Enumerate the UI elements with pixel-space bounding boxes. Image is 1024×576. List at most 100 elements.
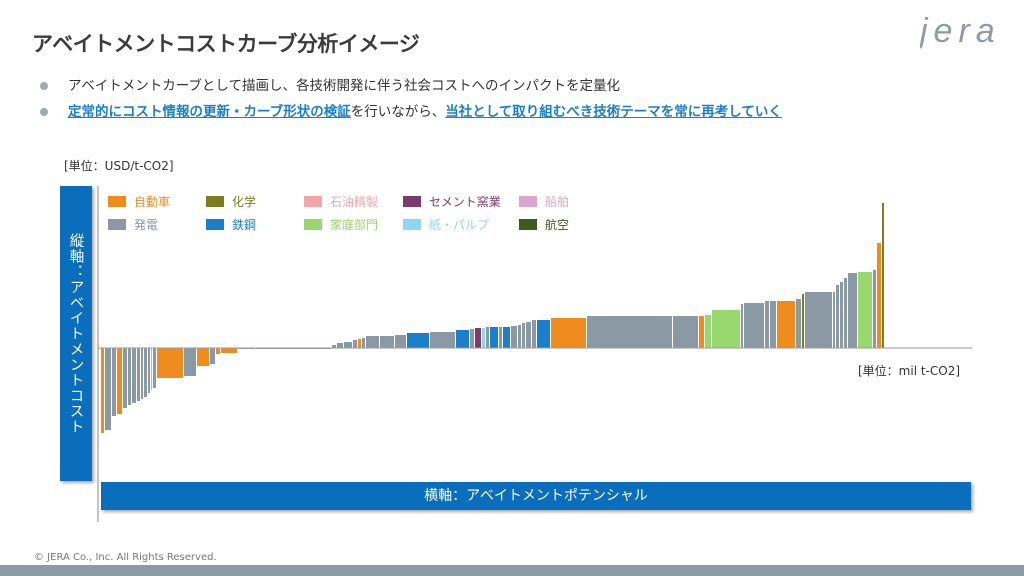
legend-label: 家庭部門 bbox=[330, 217, 378, 232]
cost-curve-bar bbox=[770, 301, 776, 348]
cost-curve-bar bbox=[137, 348, 140, 401]
bullet-dot-icon bbox=[40, 108, 48, 116]
cost-curve-bar bbox=[840, 282, 843, 348]
cost-curve-bar bbox=[705, 315, 711, 348]
x-axis-title: 横軸：アベイトメントポテンシャル bbox=[424, 488, 648, 504]
bullet-item-2: 定常的にコスト情報の更新・カーブ形状の検証を行いながら、当社として取り組むべき技… bbox=[40, 104, 782, 130]
legend-label: 石油精製 bbox=[330, 195, 378, 209]
cost-curve-bar bbox=[712, 310, 740, 348]
cost-curve-bar bbox=[744, 303, 764, 348]
cost-curve-bar bbox=[551, 318, 586, 348]
cost-curve-bar bbox=[141, 348, 143, 399]
cost-curve-bar bbox=[486, 327, 489, 348]
cost-curve-bar bbox=[151, 348, 152, 390]
cost-curve-bar bbox=[532, 320, 536, 348]
cost-curve-bar bbox=[499, 327, 502, 348]
cost-curve-bar bbox=[148, 348, 150, 393]
cost-curve-bar bbox=[128, 348, 131, 405]
cost-curve-bar bbox=[344, 342, 352, 348]
legend-label: 鉄鋼 bbox=[232, 217, 256, 232]
legend-swatch bbox=[108, 196, 126, 207]
cost-curve-bar bbox=[117, 348, 122, 414]
legend-label: 発電 bbox=[134, 218, 158, 232]
legend-swatch bbox=[403, 219, 421, 230]
legend-label: 化学 bbox=[232, 194, 256, 209]
cost-curve-bar bbox=[503, 327, 510, 348]
cost-curve-bar bbox=[833, 292, 835, 348]
cost-curve-bar bbox=[587, 316, 672, 348]
bullet-item-1: アベイトメントカーブとして描画し、各技術開発に伴う社会コストへのインパクトを定量… bbox=[40, 78, 782, 104]
legend-swatch bbox=[108, 219, 126, 230]
x-axis-title-box: 横軸：アベイトメントポテンシャル bbox=[101, 482, 971, 510]
svg-text:jera: jera bbox=[920, 12, 1001, 50]
cost-curve-bar bbox=[358, 339, 361, 348]
cost-curve-bar bbox=[332, 345, 336, 348]
legend-swatch bbox=[403, 196, 421, 207]
legend-swatch bbox=[304, 196, 322, 207]
cost-curve-bar bbox=[873, 270, 876, 348]
bullet-text-1: アベイトメントカーブとして描画し、各技術開発に伴う社会コストへのインパクトを定量… bbox=[68, 78, 621, 94]
cost-curve-bar bbox=[511, 326, 517, 348]
bullet-highlight-2: 当社として取り組むべき技術テーマを常に再考していく bbox=[445, 104, 782, 120]
cost-curve-bar bbox=[475, 328, 481, 348]
bullet-highlight-1: 定常的にコスト情報の更新・カーブ形状の検証 bbox=[68, 104, 351, 120]
legend-swatch bbox=[304, 219, 322, 230]
legend-label: 船舶 bbox=[545, 194, 569, 209]
cost-curve-bar bbox=[157, 348, 183, 378]
cost-curve-bar bbox=[805, 292, 832, 348]
cost-curve-bar bbox=[456, 330, 469, 348]
bullet-text-2: を行いながら、 bbox=[350, 104, 446, 120]
cost-curve-bar bbox=[407, 333, 429, 348]
cost-curve-bar bbox=[777, 301, 795, 348]
cost-curve-bar bbox=[430, 332, 455, 348]
page-title: アベイトメントコストカーブ分析イメージ bbox=[32, 32, 420, 56]
cost-curve-bar bbox=[490, 327, 498, 348]
cost-curve-bar bbox=[380, 336, 394, 348]
cost-curve-bar bbox=[848, 273, 857, 348]
cost-curve-bar bbox=[144, 348, 147, 397]
cost-curve-bar bbox=[741, 304, 743, 348]
cost-curve-bar bbox=[366, 336, 379, 348]
cost-curve-bar bbox=[101, 348, 104, 433]
cost-curve-bar bbox=[210, 348, 215, 364]
legend-swatch bbox=[519, 219, 537, 230]
cost-curve-bar bbox=[395, 335, 406, 348]
cost-curve-bar bbox=[353, 340, 357, 348]
cost-curve-bar bbox=[153, 348, 156, 388]
cost-curve-bar bbox=[112, 348, 116, 416]
legend-label: 紙・パルプ bbox=[429, 217, 489, 232]
cost-curve-bar bbox=[699, 316, 704, 348]
bullet-list: アベイトメントカーブとして描画し、各技術開発に伴う社会コストへのインパクトを定量… bbox=[40, 78, 782, 130]
y-axis-title-box: 縦軸：アベイトメントコスト bbox=[60, 186, 92, 481]
cost-curve-bar bbox=[836, 285, 839, 348]
cost-curve-bar bbox=[470, 329, 474, 348]
cost-curve-bar bbox=[802, 294, 804, 348]
cost-curve-bar bbox=[796, 299, 801, 348]
cost-curve-bar bbox=[882, 203, 884, 348]
y-axis-title: 縦軸：アベイトメントコスト bbox=[67, 232, 84, 435]
legend-label: 航空 bbox=[545, 217, 569, 232]
cost-curve-bar bbox=[877, 243, 881, 348]
legend-label: 自動車 bbox=[134, 195, 170, 209]
legend-swatch bbox=[206, 219, 224, 230]
cost-curve-bar bbox=[518, 325, 521, 348]
cost-curve-bar bbox=[184, 348, 196, 376]
x-unit-label: [単位：mil t-CO2] bbox=[858, 364, 961, 378]
bullet-dot-icon bbox=[40, 82, 48, 90]
copyright-footer: © JERA Co., Inc. All Rights Reserved. bbox=[34, 552, 217, 563]
cost-curve-bar bbox=[216, 348, 220, 354]
legend-label: セメント窯業 bbox=[429, 194, 501, 209]
cost-curve-bar bbox=[221, 348, 237, 353]
cost-curve-bar bbox=[132, 348, 136, 403]
legend-swatch bbox=[519, 196, 537, 207]
cost-curve-bar bbox=[105, 348, 111, 430]
jera-logo: jera bbox=[920, 12, 1001, 50]
cost-curve-bar bbox=[362, 338, 365, 348]
bottom-bar bbox=[0, 565, 1024, 576]
cost-curve-bar bbox=[844, 278, 847, 348]
cost-curve-bar bbox=[522, 323, 525, 348]
y-unit-label: [単位：USD/t-CO2] bbox=[64, 159, 174, 173]
cost-curve-bar bbox=[482, 328, 485, 348]
cost-curve-bar bbox=[858, 272, 872, 348]
